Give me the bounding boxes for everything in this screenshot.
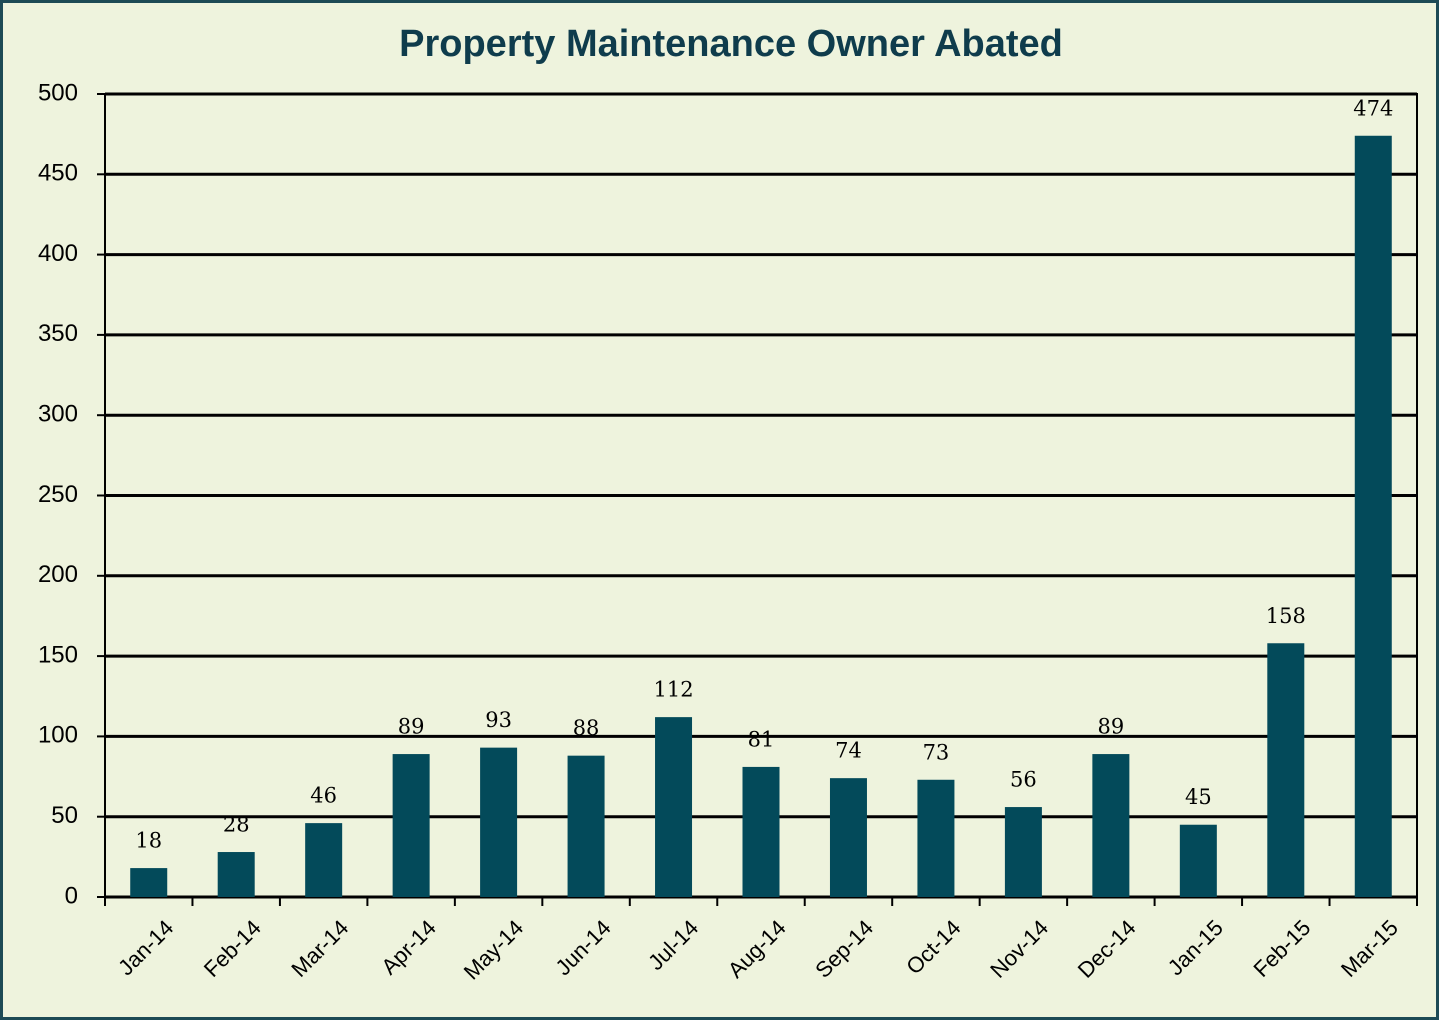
bar [567,755,605,897]
data-label: 158 [1266,604,1306,628]
bar [305,823,343,897]
chart-title: Property Maintenance Owner Abated [399,23,1063,65]
bar [1179,824,1217,897]
data-label: 112 [653,678,693,702]
y-tick-label: 250 [38,481,78,508]
bar [392,754,430,897]
y-tick-label: 200 [38,561,78,588]
y-tick-label: 100 [38,722,78,749]
data-label: 474 [1353,96,1393,120]
bar [1004,807,1042,897]
y-tick-label: 350 [38,320,78,347]
data-label: 81 [748,727,775,751]
y-tick-label: 450 [38,160,78,187]
bar [1267,643,1305,897]
data-label: 28 [223,813,250,837]
bar [217,852,255,897]
y-tick-label: 50 [51,802,78,829]
data-label: 46 [310,784,337,808]
bar [480,747,518,897]
y-tick-label: 500 [38,79,78,106]
data-label: 89 [1097,715,1124,739]
data-label: 74 [835,739,862,763]
bar [655,717,693,897]
y-tick-label: 400 [38,240,78,267]
bar [1092,754,1130,897]
y-tick-label: 300 [38,401,78,428]
bar [130,868,168,897]
data-label: 18 [135,829,162,853]
data-label: 73 [923,740,950,764]
bar [829,778,867,897]
bar [917,779,955,897]
bar [1354,135,1392,898]
data-label: 56 [1010,768,1037,792]
data-label: 89 [398,715,425,739]
data-label: 93 [485,708,512,732]
data-label: 88 [573,716,600,740]
y-tick-label: 150 [38,641,78,668]
y-tick-label: 0 [65,882,78,909]
data-label: 45 [1185,785,1212,809]
bar [742,766,780,897]
